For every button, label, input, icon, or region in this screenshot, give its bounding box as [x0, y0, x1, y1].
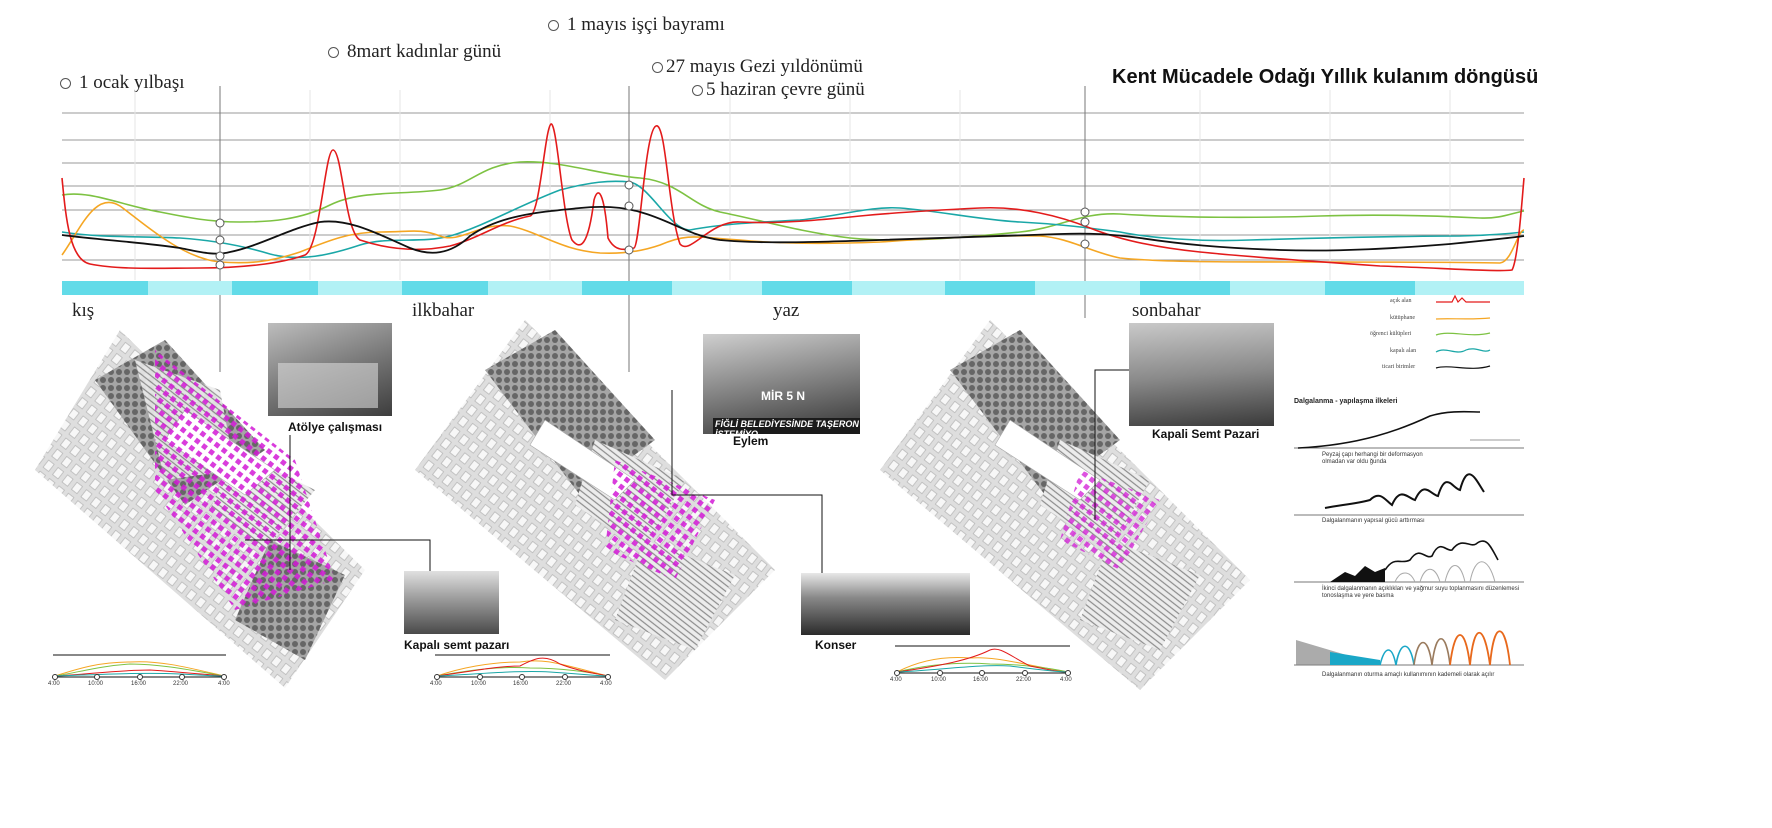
legend-label: açık alan: [1390, 298, 1412, 304]
legend-label: ticari birimler: [1382, 364, 1416, 370]
photo-market-1: [404, 571, 499, 634]
day-axis-label: 4:00: [218, 681, 230, 687]
page-title: Kent Mücadele Odağı Yıllık kulanım döngü…: [1112, 66, 1539, 88]
photo-caption: Eylem: [733, 434, 769, 448]
event-label: 1 mayıs işçi bayramı: [567, 14, 725, 35]
legend-label: kapalı alan: [1390, 348, 1417, 354]
day-axis-label: 10:00: [471, 681, 487, 687]
series-kutuphane: [61, 201, 1525, 264]
day-axis-label: 16:00: [973, 677, 989, 683]
intersection-markers: [215, 180, 1090, 270]
photo-workshop: [268, 323, 392, 416]
event-new-year: 1 ocak yılbaşı: [60, 72, 185, 94]
principle-text: İkinci dalgalanmanın açıklıkları ve yağm…: [1322, 586, 1520, 599]
event-marker-icon: [548, 20, 559, 32]
event-may-day: 1 mayıs işçi bayramı: [548, 14, 725, 36]
legend-swatches: [1435, 294, 1491, 369]
photo-caption: Kapalı semt pazarı: [404, 638, 510, 652]
day-axis-label: 10:00: [88, 681, 104, 687]
principles-diagrams: [1294, 410, 1524, 666]
photo-market-2: [1129, 323, 1274, 426]
event-marker-icon: [328, 47, 339, 59]
day-axis-label: 10:00: [931, 677, 947, 683]
day-axis-label: 22:00: [173, 681, 189, 687]
timeline-gridlines: [62, 112, 1524, 261]
event-label: 1 ocak yılbaşı: [79, 72, 185, 93]
season-label-autumn: sonbahar: [1132, 300, 1201, 321]
day-chart-2: [434, 654, 611, 680]
protest-sign-text: MİR 5 N: [761, 389, 806, 403]
photo-caption: Atölye çalışması: [288, 420, 383, 434]
season-label-summer: yaz: [773, 300, 800, 321]
legend-label: kütüphane: [1390, 315, 1415, 321]
day-axis-label: 4:00: [48, 681, 60, 687]
event-marker-icon: [692, 85, 703, 97]
day-axis-label: 4:00: [600, 681, 612, 687]
season-label-winter: kış: [72, 300, 95, 321]
event-marker-icon: [652, 62, 663, 74]
photo-caption: Konser: [815, 638, 857, 652]
event-gezi: 27 mayıs Gezi yıldönümü: [652, 56, 863, 78]
day-axis-label: 4:00: [1060, 677, 1072, 683]
event-label: 8mart kadınlar günü: [347, 41, 502, 62]
day-axis-label: 22:00: [556, 681, 572, 687]
event-label: 27 mayıs Gezi yıldönümü: [666, 56, 863, 77]
series-ticari: [61, 205, 1525, 255]
site-plan-winter: [35, 330, 365, 688]
season-label-spring: ilkbahar: [412, 300, 475, 321]
day-axis-label: 4:00: [890, 677, 902, 683]
day-axis-label: 16:00: [131, 681, 147, 687]
site-plan-summer-autumn: [880, 320, 1250, 690]
photo-concert: [801, 573, 970, 635]
series-kapali: [61, 180, 1525, 259]
series-ogrenci: [61, 161, 1525, 241]
series-acik-alan: [61, 123, 1525, 272]
photo-caption: Kapali Semt Pazari: [1152, 427, 1260, 441]
principles-heading: Dalgalanma - yapılaşma ilkeleri: [1294, 398, 1398, 405]
day-axis-label: 22:00: [1016, 677, 1032, 683]
photo-leader-lines: [245, 369, 1130, 585]
photo-protest: FİĞLİ BELEDİYESİNDE TAŞERON İSTEMİYO MİR…: [703, 334, 860, 434]
event-environment-day: 5 haziran çevre günü: [692, 79, 865, 101]
principle-text: Dalgalanmanın oturma amaçlı kullanımının…: [1322, 672, 1495, 678]
legend-label: öğrenci külüpleri: [1370, 331, 1412, 337]
day-axis-label: 16:00: [513, 681, 529, 687]
day-axis-label: 4:00: [430, 681, 442, 687]
season-bar: [62, 281, 1524, 295]
day-chart-1: [52, 654, 227, 680]
event-womens-day: 8mart kadınlar günü: [328, 41, 501, 63]
principle-text: Dalgalanmanın yapısal gücü arttırması: [1322, 518, 1425, 524]
site-plan-spring: [415, 320, 775, 680]
season-divider-lines: [219, 86, 1086, 372]
principle-text: Peyzaj çapı herhangi bir deformasyon olm…: [1322, 452, 1423, 465]
protest-banner-text: FİĞLİ BELEDİYESİNDE TAŞERON İSTEMİYO: [713, 418, 860, 434]
event-marker-icon: [60, 78, 71, 90]
day-chart-3: [894, 645, 1071, 676]
event-label: 5 haziran çevre günü: [706, 79, 865, 100]
